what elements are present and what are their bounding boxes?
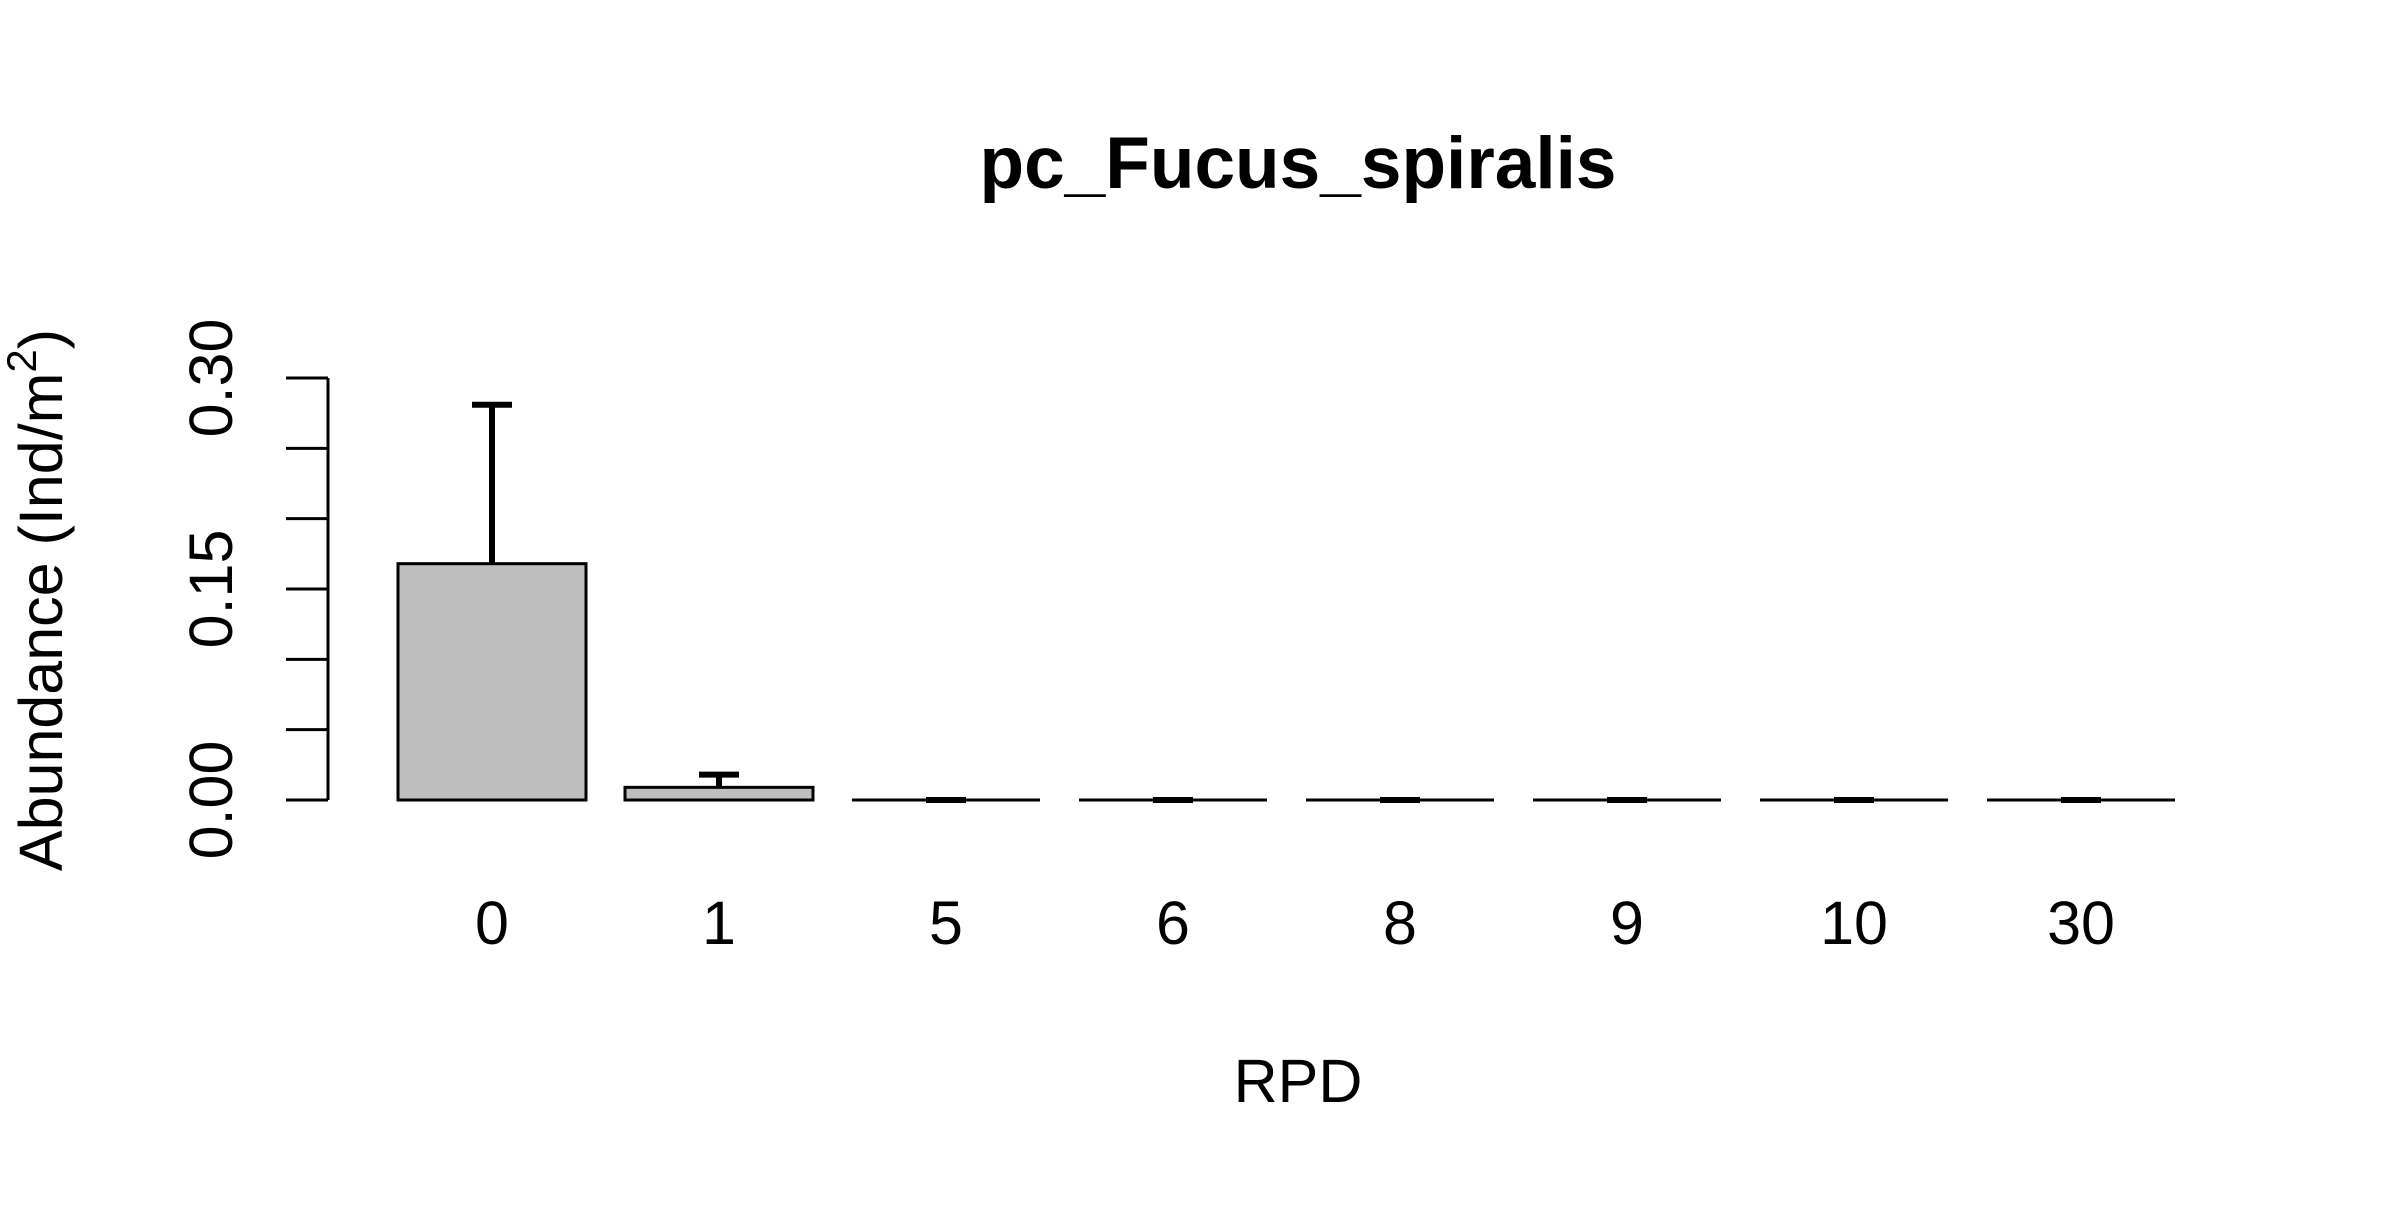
- y-axis-label-superscript: 2: [0, 349, 45, 372]
- y-axis: 0.00 0.15 0.30: [177, 319, 330, 860]
- x-tick-label-5: 5: [929, 889, 963, 957]
- x-tick-labels: 0 1 5 6 8 9 10 30: [475, 889, 2115, 957]
- y-tick-label: 0.30: [177, 319, 245, 438]
- x-tick-label-0: 0: [475, 889, 509, 957]
- x-tick-label-8: 8: [1383, 889, 1417, 957]
- error-bars-group: [472, 401, 2101, 803]
- y-axis-label-suffix: ): [7, 329, 75, 349]
- error-bar-1: [699, 771, 739, 788]
- x-tick-label-1: 1: [702, 889, 736, 957]
- x-tick-label-6: 6: [1156, 889, 1190, 957]
- y-tick-label: 0.15: [177, 530, 245, 649]
- bar-0: [396, 562, 588, 802]
- y-axis-label-main: Abundance (Ind/m: [7, 373, 75, 871]
- bar-1: [623, 785, 815, 802]
- bars-group: [396, 562, 2175, 802]
- x-tick-label-9: 9: [1610, 889, 1644, 957]
- x-tick-label-10: 10: [1820, 889, 1888, 957]
- chart-title: pc_Fucus_spiralis: [979, 123, 1616, 204]
- error-bar-0: [472, 401, 512, 564]
- x-tick-label-30: 30: [2047, 889, 2115, 957]
- x-axis-label: RPD: [1234, 1047, 1363, 1115]
- y-axis-label: Abundance (Ind/m2): [0, 329, 75, 871]
- y-tick-label: 0.00: [177, 741, 245, 860]
